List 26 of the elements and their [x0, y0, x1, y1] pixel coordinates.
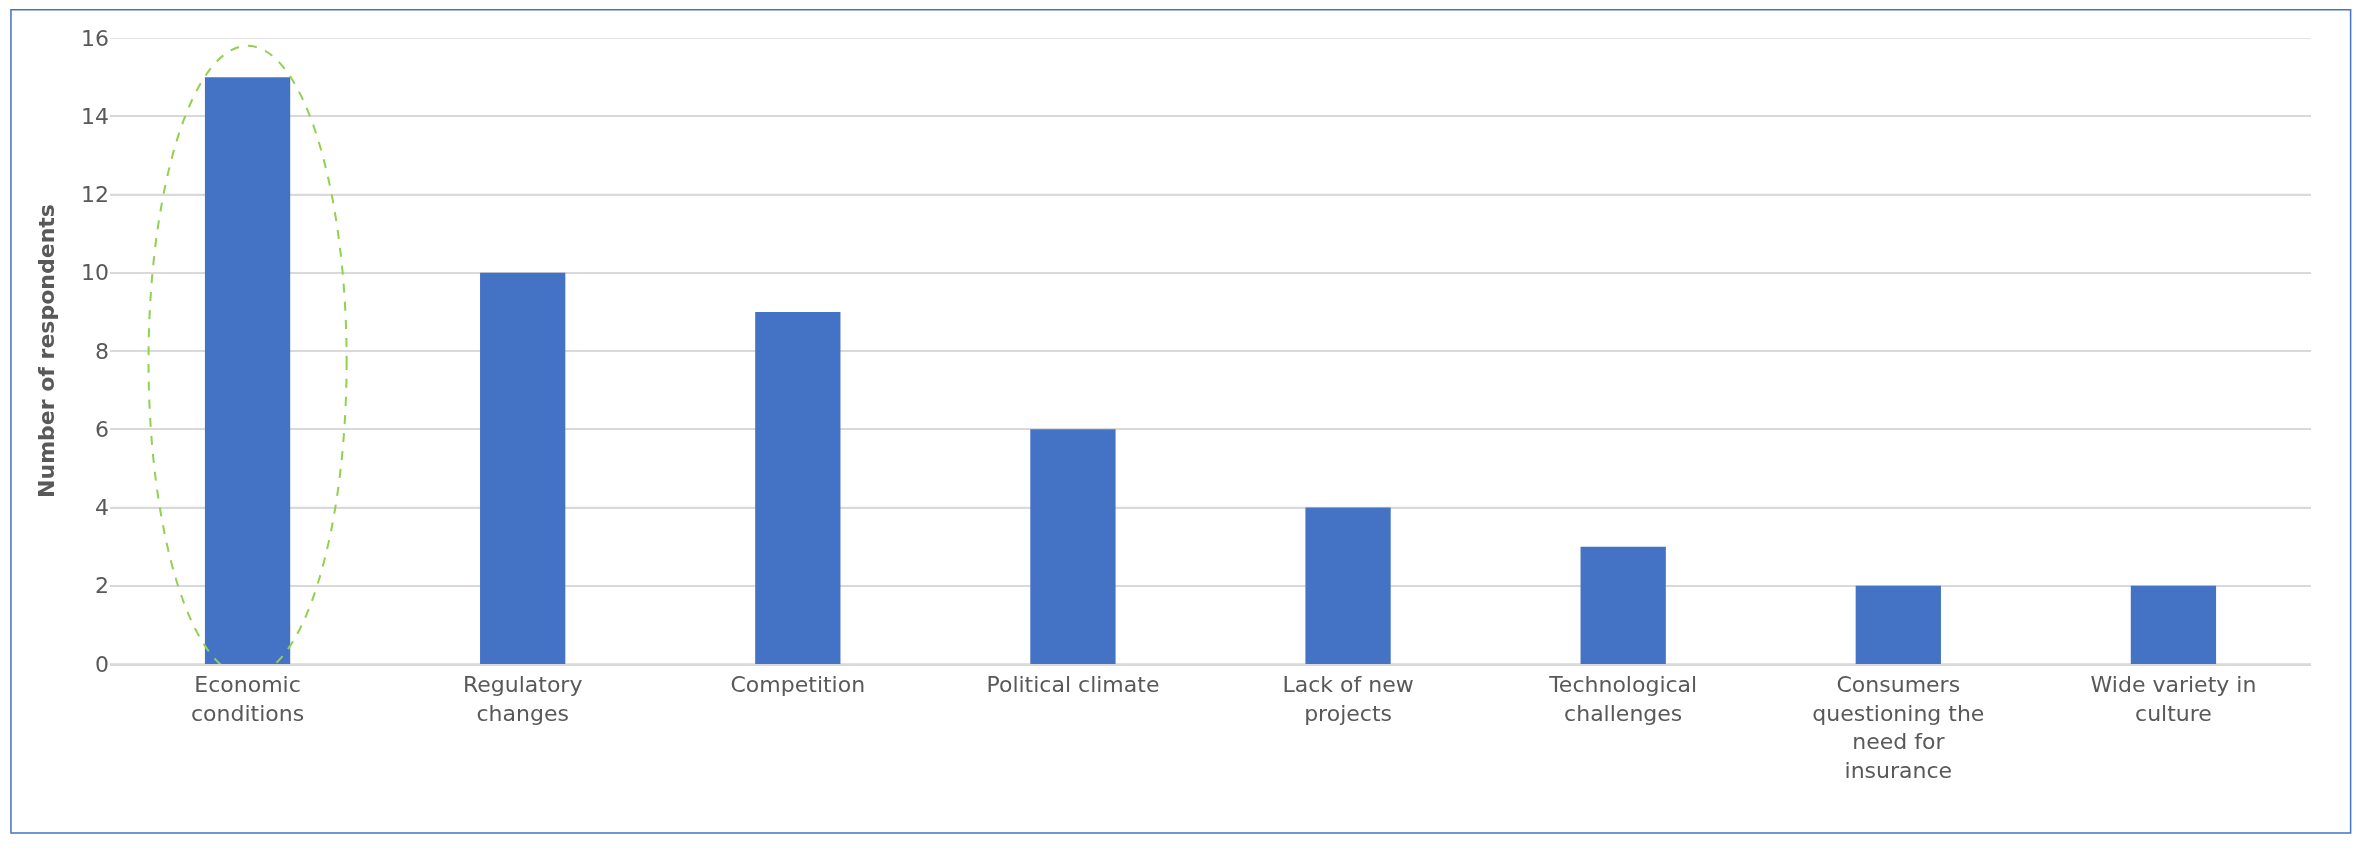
y-tick-label: 2 [95, 573, 109, 599]
x-tick-label: Wide variety in culture [2090, 672, 2257, 726]
y-tick-label: 0 [95, 651, 109, 677]
x-tick-label: Competition [730, 672, 866, 698]
x-tick-label: Political climate [986, 672, 1160, 698]
x-tick-label: Economic conditions [190, 672, 305, 726]
x-tick-label: Lack of new projects [1282, 672, 1414, 726]
x-tick-label: Consumers questioning the need for insurance [1812, 672, 1985, 783]
bar [1305, 507, 1391, 664]
bar [1580, 546, 1666, 664]
bar [1855, 585, 1941, 664]
y-tick-label: 14 [81, 103, 109, 129]
y-tick-label: 12 [81, 182, 109, 208]
x-tick-label: Regulatory changes [462, 672, 583, 726]
y-tick-label: 10 [81, 260, 109, 286]
y-tick-label: 8 [95, 338, 109, 364]
x-tick-label: Technological challenges [1548, 672, 1698, 726]
y-tick-label: 4 [95, 495, 109, 521]
bar [2130, 585, 2217, 664]
y-tick-label: 6 [95, 416, 109, 442]
bar [204, 77, 291, 664]
bar [1030, 429, 1116, 664]
y-axis-title: Number of respondents [33, 204, 59, 498]
bar [755, 311, 841, 664]
y-tick-label: 16 [81, 25, 109, 51]
bar [480, 272, 566, 664]
